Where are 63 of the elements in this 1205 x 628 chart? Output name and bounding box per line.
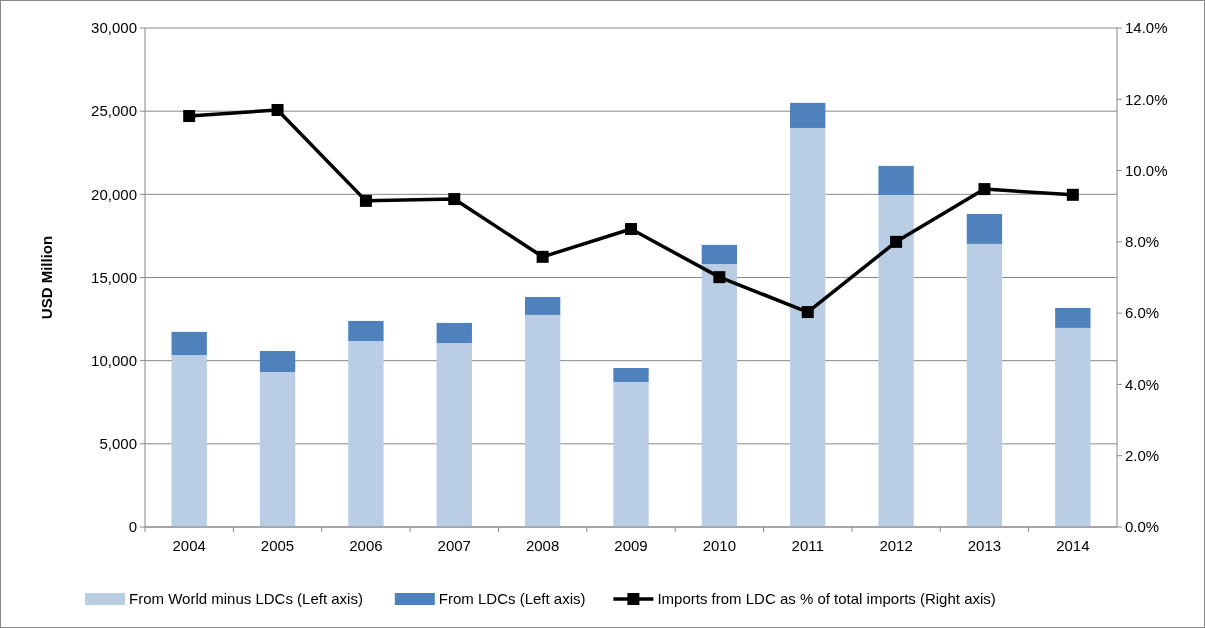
- bar: [790, 102, 826, 128]
- point: [183, 110, 196, 123]
- y-tick-label: 25,000: [91, 102, 137, 120]
- point: [448, 193, 461, 206]
- x-tick-label: 2014: [1056, 537, 1090, 554]
- point: [271, 103, 284, 116]
- bar: [259, 351, 296, 372]
- y2-tick-label: 8.0%: [1125, 233, 1160, 251]
- x-tick-label: 2007: [437, 537, 471, 554]
- bar: [436, 343, 472, 527]
- bar: [613, 381, 649, 527]
- bar: [524, 314, 561, 527]
- bar: [1055, 327, 1091, 527]
- point: [890, 235, 903, 248]
- bar: [790, 127, 826, 527]
- legend-label: From LDCs (Left axis): [438, 590, 586, 607]
- legend-label: Imports from LDC as % of total imports (Right axis): [657, 590, 996, 607]
- y-tick-label: 10,000: [91, 351, 137, 369]
- bar: [878, 165, 914, 195]
- point: [801, 306, 814, 319]
- bar: [524, 296, 561, 315]
- point: [359, 194, 372, 207]
- bar: [348, 320, 384, 342]
- y2-tick-label: 14.0%: [1125, 19, 1168, 37]
- y2-tick-label: 12.0%: [1125, 90, 1168, 108]
- x-tick-label: 2012: [879, 537, 913, 554]
- point: [713, 271, 726, 284]
- y2-tick-label: 2.0%: [1125, 446, 1160, 464]
- y2-tick-label: 6.0%: [1125, 304, 1160, 322]
- bar: [966, 213, 1003, 244]
- y-tick-label: 20,000: [91, 185, 137, 203]
- point: [978, 183, 991, 196]
- bar: [259, 371, 296, 527]
- x-tick-label: 2005: [260, 537, 295, 554]
- bar: [348, 341, 384, 527]
- x-tick-label: 2009: [614, 537, 648, 554]
- y-tick-label: 0: [128, 518, 137, 536]
- point: [1066, 188, 1079, 201]
- x-tick-label: 2008: [525, 537, 560, 554]
- bar: [701, 244, 738, 265]
- x-tick-label: 2010: [702, 537, 737, 554]
- bar: [966, 243, 1003, 527]
- x-tick-label: 2013: [967, 537, 1002, 554]
- x-tick-label: 2004: [172, 537, 206, 554]
- bar: [171, 355, 207, 527]
- point: [625, 223, 637, 236]
- y-tick-label: 30,000: [91, 19, 137, 37]
- y-axis-title: USD Million: [38, 235, 55, 320]
- bar: [878, 195, 914, 527]
- y2-tick-label: 4.0%: [1125, 375, 1160, 393]
- bar: [701, 264, 738, 527]
- x-tick-label: 2006: [349, 537, 383, 554]
- y2-tick-label: 10.0%: [1125, 161, 1168, 179]
- y-tick-label: 5,000: [99, 435, 137, 453]
- bar: [171, 331, 207, 356]
- x-tick-label: 2011: [791, 537, 824, 554]
- y2-tick-label: 0.0%: [1125, 518, 1160, 536]
- y-tick-label: 15,000: [91, 268, 137, 286]
- bar: [613, 367, 649, 382]
- legend-label: From World minus LDCs (Left axis): [129, 590, 363, 607]
- bar: [436, 322, 472, 344]
- bar: [1055, 307, 1091, 328]
- point: [536, 250, 549, 263]
